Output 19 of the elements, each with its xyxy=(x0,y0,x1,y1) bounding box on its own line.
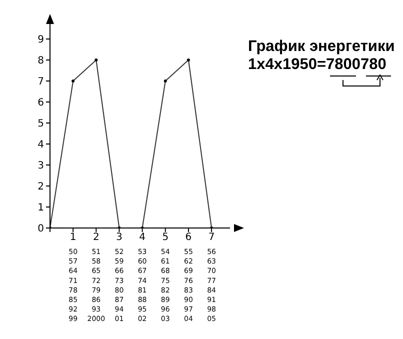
y-tick-label: 9 xyxy=(38,34,44,46)
y-tick-label: 4 xyxy=(38,140,44,151)
x-tick-label: 2 xyxy=(92,232,100,244)
y-tick-label: 7 xyxy=(38,76,44,88)
y-tick-label: 1 xyxy=(38,202,44,214)
text: График энергетики xyxy=(248,38,395,56)
text: 1x4x1950=7800780 xyxy=(248,56,388,74)
x-tick-label: 6 xyxy=(185,232,192,244)
x-tick-label: 7 xyxy=(208,232,215,244)
x-tick-label: 5 xyxy=(162,232,169,244)
x-tick-label: 3 xyxy=(116,232,122,244)
y-tick-label: 0 xyxy=(38,224,44,235)
y-tick-label: 3 xyxy=(38,160,44,172)
y-tick-label: 8 xyxy=(38,56,44,67)
y-tick-label: 2 xyxy=(38,182,44,193)
x-tick-label: 1 xyxy=(70,232,76,244)
y-tick-label: 6 xyxy=(38,98,44,109)
y-tick-label: 5 xyxy=(38,118,44,130)
x-tick-label: 4 xyxy=(139,232,146,244)
